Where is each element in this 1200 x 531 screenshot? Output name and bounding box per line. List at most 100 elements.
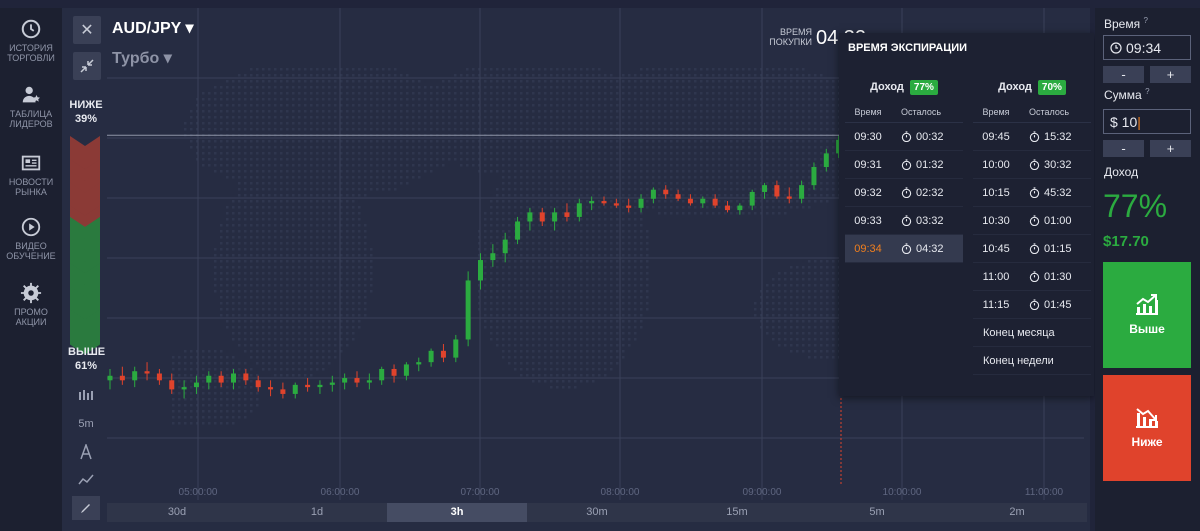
map-dot — [286, 290, 289, 293]
map-dot — [244, 380, 247, 383]
map-dot — [832, 146, 835, 149]
expiry-row[interactable]: 09:33 03:32 — [845, 207, 963, 235]
nav-item-video[interactable]: ВИДЕО ОБУЧЕНИЕ — [0, 216, 62, 261]
asset-selector[interactable]: AUD/JPY ▾ — [112, 20, 194, 37]
map-dot — [520, 260, 523, 263]
map-dot — [514, 92, 517, 95]
map-dot — [538, 254, 541, 257]
map-dot — [772, 284, 775, 287]
buy-down-button[interactable]: Ниже — [1103, 375, 1191, 481]
expiry-row[interactable]: 09:32 02:32 — [845, 179, 963, 207]
time-field[interactable]: 09:34 — [1103, 35, 1191, 60]
map-dot — [508, 128, 511, 131]
map-dot — [262, 338, 265, 341]
map-dot — [532, 170, 535, 173]
timeframe-2[interactable]: 3h — [387, 503, 527, 522]
timeframe-1[interactable]: 1d — [310, 506, 324, 518]
expiry-row[interactable]: 10:45 01:15 — [973, 235, 1091, 263]
nav-item-leaderboard[interactable]: ТАБЛИЦА ЛИДЕРОВ — [0, 84, 62, 129]
map-dot — [748, 80, 751, 83]
map-dot — [532, 338, 535, 341]
news-icon — [21, 155, 41, 171]
map-dot — [244, 410, 247, 413]
timeframe-6[interactable]: 2m — [1009, 506, 1025, 518]
timeframe-3[interactable]: 30m — [586, 506, 608, 518]
expiry-row[interactable]: 10:30 01:00 — [973, 207, 1091, 235]
map-dot — [184, 350, 187, 353]
map-dot — [220, 356, 223, 359]
timeframe-5[interactable]: 5m — [869, 506, 885, 518]
expiry-end-of-month[interactable]: Конец месяца — [973, 319, 1091, 347]
nav-item-promo[interactable]: ПРОМО АКЦИИ — [0, 282, 62, 327]
pencil-button[interactable] — [72, 496, 100, 520]
map-dot — [502, 356, 505, 359]
time-plus-button[interactable]: + — [1150, 66, 1191, 83]
map-dot — [376, 158, 379, 161]
map-dot — [220, 296, 223, 299]
map-dot — [586, 302, 589, 305]
map-dot — [328, 242, 331, 245]
amount-input[interactable]: $ 10 | — [1103, 109, 1191, 134]
map-dot — [532, 356, 535, 359]
map-dot — [394, 110, 397, 113]
map-dot — [820, 266, 823, 269]
map-dot — [748, 68, 751, 71]
chart-type-button[interactable] — [72, 383, 100, 407]
map-dot — [622, 350, 625, 353]
map-dot — [598, 68, 601, 71]
amount-minus-button[interactable]: - — [1103, 140, 1144, 157]
indicators-button[interactable] — [72, 440, 100, 464]
map-dot — [514, 260, 517, 263]
amount-plus-button[interactable]: + — [1150, 140, 1191, 157]
map-dot — [598, 284, 601, 287]
drawing-tools-button[interactable] — [72, 467, 100, 491]
map-dot — [190, 350, 193, 353]
collapse-button[interactable] — [73, 52, 101, 80]
map-dot — [538, 284, 541, 287]
map-dot — [604, 242, 607, 245]
map-dot — [304, 104, 307, 107]
nav-item-news[interactable]: НОВОСТИ РЫНКА — [0, 152, 62, 197]
expiry-row[interactable]: 09:31 01:32 — [845, 151, 963, 179]
map-dot — [682, 176, 685, 179]
candle-body — [292, 384, 298, 394]
timeframe-4[interactable]: 15m — [726, 506, 748, 518]
map-dot — [184, 374, 187, 377]
expiry-row[interactable]: 11:00 01:30 — [973, 263, 1091, 291]
map-dot — [292, 146, 295, 149]
income-badge: 70% — [1037, 79, 1066, 95]
close-button[interactable]: ✕ — [73, 16, 101, 44]
timeframe-0[interactable]: 30d — [167, 506, 187, 518]
time-minus-button[interactable]: - — [1103, 66, 1144, 83]
map-dot — [292, 314, 295, 317]
map-dot — [328, 68, 331, 71]
map-dot — [244, 110, 247, 113]
map-dot — [616, 212, 619, 215]
expiry-row[interactable]: 10:15 45:32 — [973, 179, 1091, 207]
nav-item-history[interactable]: ИСТОРИЯ ТОРГОВЛИ — [0, 18, 62, 63]
map-dot — [220, 260, 223, 263]
map-dot — [574, 68, 577, 71]
map-dot — [310, 182, 313, 185]
map-dot — [748, 158, 751, 161]
map-dot — [304, 230, 307, 233]
expiry-row[interactable]: 11:15 01:45 — [973, 291, 1091, 319]
map-dot — [520, 104, 523, 107]
mode-selector[interactable]: Турбо ▾ — [112, 50, 172, 67]
map-dot — [202, 356, 205, 359]
expiry-row[interactable]: 09:30 00:32 — [845, 123, 963, 151]
expiry-end-of-week[interactable]: Конец недели — [973, 347, 1091, 375]
map-dot — [664, 74, 667, 77]
expiry-row[interactable]: 09:45 15:32 — [973, 123, 1091, 151]
map-dot — [376, 164, 379, 167]
map-dot — [694, 152, 697, 155]
help-icon[interactable]: ? — [1143, 16, 1148, 25]
expiry-row[interactable]: 09:34 04:32 — [845, 235, 963, 263]
map-dot — [526, 188, 529, 191]
map-dot — [538, 182, 541, 185]
map-dot — [448, 128, 451, 131]
buy-up-button[interactable]: Выше — [1103, 262, 1191, 368]
expiry-row[interactable]: 10:00 30:32 — [973, 151, 1091, 179]
help-icon[interactable]: ? — [1145, 87, 1150, 96]
timeframe-button[interactable]: 5m — [72, 412, 100, 436]
